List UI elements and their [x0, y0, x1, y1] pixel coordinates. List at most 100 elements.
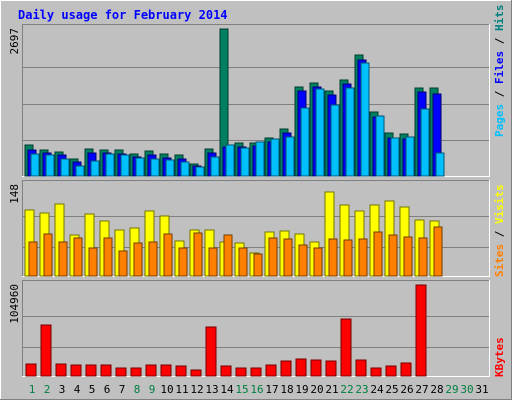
bar-pages-day-20	[315, 88, 325, 177]
bar-pages-day-21	[330, 104, 340, 177]
bar-pages-day-15	[240, 147, 250, 177]
bar-kbytes-day-23	[355, 359, 367, 377]
day-label-27: 27	[415, 383, 428, 396]
bar-kbytes-day-27	[415, 284, 427, 377]
bar-kbytes-day-24	[370, 367, 382, 377]
legend-entry: /	[493, 84, 506, 104]
bar-kbytes-day-20	[310, 359, 322, 377]
bar-kbytes-day-3	[55, 363, 67, 377]
legend-entry: Sites	[493, 244, 506, 277]
day-label-28: 28	[430, 383, 443, 396]
bar-pages-day-12	[195, 166, 205, 177]
day-label-31: 31	[475, 383, 488, 396]
day-label-22: 22	[340, 383, 353, 396]
bar-kbytes-day-14	[220, 365, 232, 377]
bar-kbytes-day-21	[325, 360, 337, 377]
panel-visits-max-label: 148	[8, 184, 21, 204]
bar-sites-day-7	[118, 250, 128, 277]
bar-sites-day-26	[403, 236, 413, 277]
bar-kbytes-day-2	[40, 324, 52, 377]
bar-sites-day-3	[58, 241, 68, 277]
bar-pages-day-6	[105, 153, 115, 177]
panel-visits: 148 Sites / Visits	[8, 180, 506, 277]
bar-sites-day-2	[43, 233, 53, 277]
day-label-2: 2	[44, 383, 51, 396]
bar-sites-day-28	[433, 226, 443, 277]
panel-kbytes-background	[22, 280, 490, 377]
bar-pages-day-23	[360, 62, 370, 177]
legend-entry: KBytes	[493, 337, 506, 377]
bar-sites-day-12	[193, 232, 203, 277]
bar-sites-day-6	[103, 237, 113, 277]
day-label-10: 10	[160, 383, 173, 396]
bar-kbytes-day-22	[340, 318, 352, 377]
bar-kbytes-day-26	[400, 362, 412, 377]
panel-hits-legend: Pages / Files / Hits	[493, 5, 506, 138]
bar-sites-day-18	[283, 238, 293, 277]
chart-title: Daily usage for February 2014	[18, 8, 228, 22]
bar-pages-day-10	[165, 159, 175, 177]
day-label-4: 4	[74, 383, 81, 396]
legend-entry: /	[493, 224, 506, 244]
bar-pages-day-28	[435, 152, 445, 177]
day-label-26: 26	[400, 383, 413, 396]
panel-hits-max-label: 2697	[8, 28, 21, 55]
bar-sites-day-22	[343, 239, 353, 277]
bar-kbytes-day-17	[265, 364, 277, 377]
day-label-15: 15	[235, 383, 248, 396]
x-axis-day-labels: 1 2 3 4 5 6 7 8 9 10 11 12 13 14 15 16 17 18 19 20 21 22 23 24 2…	[29, 383, 489, 396]
day-label-1: 1	[29, 383, 36, 396]
bar-pages-day-5	[90, 160, 100, 177]
bar-kbytes-day-7	[115, 367, 127, 377]
day-label-25: 25	[385, 383, 398, 396]
bar-pages-day-8	[135, 157, 145, 177]
legend-entry: Files	[493, 51, 506, 84]
day-label-3: 3	[59, 383, 66, 396]
bar-sites-day-1	[28, 241, 38, 277]
day-label-5: 5	[89, 383, 96, 396]
bar-pages-day-22	[345, 87, 355, 177]
bar-pages-day-9	[150, 158, 160, 177]
bar-kbytes-day-19	[295, 358, 307, 377]
day-label-19: 19	[295, 383, 308, 396]
day-label-12: 12	[190, 383, 203, 396]
bar-sites-day-14	[223, 234, 233, 277]
bar-kbytes-day-12	[190, 369, 202, 377]
panel-kbytes-max-label: 104960	[8, 284, 21, 324]
bar-pages-day-13	[210, 156, 220, 177]
bar-kbytes-day-1	[25, 363, 37, 377]
bar-pages-day-17	[270, 138, 280, 177]
legend-entry: /	[493, 31, 506, 51]
bar-pages-day-27	[420, 108, 430, 177]
bar-sites-day-13	[208, 247, 218, 277]
chart-panels: 2697 Pages / Files / Hits 148 Sites / Visit…	[8, 5, 506, 377]
day-label-7: 7	[119, 383, 126, 396]
bar-kbytes-day-9	[145, 364, 157, 377]
bar-pages-day-25	[390, 137, 400, 177]
bar-pages-day-16	[255, 141, 265, 177]
day-label-11: 11	[175, 383, 188, 396]
bar-sites-day-21	[328, 238, 338, 277]
day-label-20: 20	[310, 383, 323, 396]
bar-sites-day-23	[358, 238, 368, 277]
bar-sites-day-9	[148, 241, 158, 277]
bar-sites-day-15	[238, 247, 248, 277]
bar-pages-day-18	[285, 136, 295, 177]
bar-sites-day-19	[298, 244, 308, 277]
bar-kbytes-day-10	[160, 364, 172, 377]
bar-pages-day-24	[375, 115, 385, 177]
bar-kbytes-day-13	[205, 326, 217, 377]
day-label-30: 30	[460, 383, 473, 396]
legend-entry: Visits	[493, 184, 506, 224]
bar-pages-day-7	[120, 154, 130, 177]
day-label-17: 17	[265, 383, 278, 396]
bar-sites-day-10	[163, 233, 173, 277]
bar-sites-day-20	[313, 247, 323, 277]
bar-pages-day-2	[45, 154, 55, 177]
panel-visits-legend: Sites / Visits	[493, 184, 506, 277]
bar-pages-day-4	[75, 165, 85, 177]
bar-pages-day-11	[180, 161, 190, 177]
day-label-9: 9	[149, 383, 156, 396]
day-label-23: 23	[355, 383, 368, 396]
